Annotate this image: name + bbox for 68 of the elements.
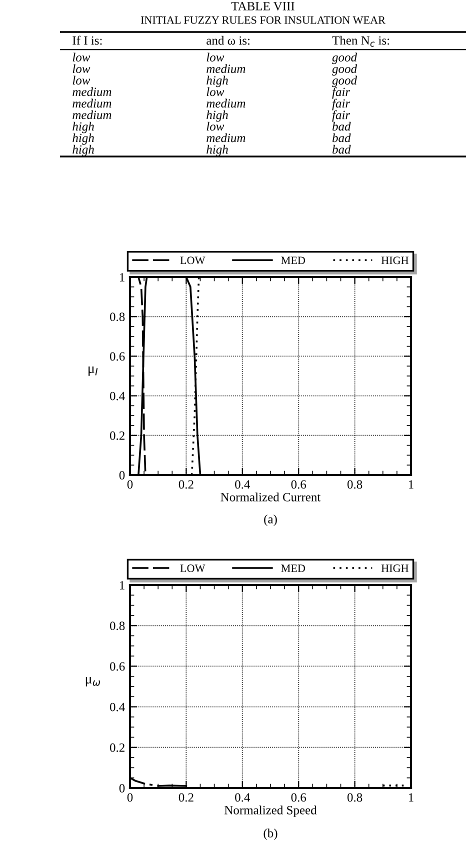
text: medium — [206, 98, 246, 108]
text: medium — [72, 98, 112, 108]
y-axis-title: μ$_{I}$ — [88, 366, 98, 376]
text: low — [72, 76, 90, 85]
y-tick-label: 0.8 — [110, 622, 125, 630]
y-tick-label: 0.2 — [110, 743, 124, 752]
text: Then N$_{c}$ is: — [332, 36, 390, 47]
text: bad — [332, 144, 351, 154]
y-tick-label: 0.4 — [110, 702, 125, 712]
text: low — [206, 87, 224, 96]
y-tick-label: 1 — [120, 581, 124, 590]
text: medium — [206, 133, 246, 142]
text: (a) — [264, 514, 277, 526]
legend-label: LOW — [180, 564, 206, 572]
y-tick-label: 0 — [119, 471, 125, 480]
x-tick-label: 0.2 — [178, 480, 194, 489]
text: low — [206, 122, 224, 131]
y-tick-label: 0.6 — [110, 662, 125, 671]
x-tick-label: 0.4 — [235, 793, 250, 802]
text: medium — [72, 110, 112, 120]
x-tick-label: 0 — [127, 480, 133, 489]
x-axis-title: Normalized Speed — [224, 806, 317, 817]
x-tick-label: 0.2 — [178, 793, 194, 802]
y-tick-label: 0.2 — [110, 431, 124, 440]
text: bad — [332, 122, 351, 131]
legend-label: HIGH — [381, 256, 408, 264]
x-tick-label: 0.8 — [347, 793, 362, 802]
legend-label: MED — [281, 256, 306, 264]
text: fair — [332, 98, 350, 110]
y-tick-label: 1 — [120, 273, 124, 282]
y-tick-label: 0.6 — [110, 352, 125, 361]
legend-label: MED — [281, 564, 306, 572]
y-axis-title: μ$_{ω}$ — [86, 677, 100, 686]
text: INITIAL FUZZY RULES FOR INSULATION WEAR — [140, 16, 386, 24]
x-tick-label: 1 — [408, 480, 414, 489]
text: (b) — [264, 828, 278, 840]
x-tick-label: 0 — [127, 793, 133, 802]
text: high — [206, 144, 228, 156]
text: medium — [206, 64, 246, 74]
text: low — [206, 52, 224, 62]
x-tick-label: 0.6 — [291, 480, 306, 489]
text: high — [72, 144, 94, 156]
text: low — [72, 52, 90, 62]
text: fair — [332, 87, 350, 99]
x-tick-label: 0.8 — [347, 480, 362, 489]
text: good — [332, 52, 358, 64]
text: high — [72, 122, 94, 134]
x-tick-label: 0.6 — [291, 793, 306, 802]
x-axis-title: Normalized Current — [220, 492, 321, 502]
y-tick-label: 0.8 — [110, 312, 125, 322]
text: TABLE VIII — [231, 2, 294, 10]
text: bad — [332, 133, 351, 142]
x-tick-label: 0.4 — [235, 480, 250, 489]
text: If I is: — [72, 36, 102, 45]
y-tick-label: 0 — [119, 784, 125, 792]
text: and ω is: — [206, 36, 250, 45]
text: good — [332, 76, 358, 88]
legend-label: LOW — [180, 256, 206, 264]
x-tick-label: 1 — [408, 793, 414, 802]
text: fair — [332, 110, 350, 122]
text: high — [206, 110, 228, 122]
text: low — [72, 64, 90, 74]
text: high — [206, 76, 228, 88]
text: medium — [72, 87, 112, 96]
y-tick-label: 0.4 — [110, 392, 125, 400]
text: high — [72, 133, 94, 145]
legend-label: HIGH — [381, 564, 408, 572]
text: good — [332, 64, 358, 76]
